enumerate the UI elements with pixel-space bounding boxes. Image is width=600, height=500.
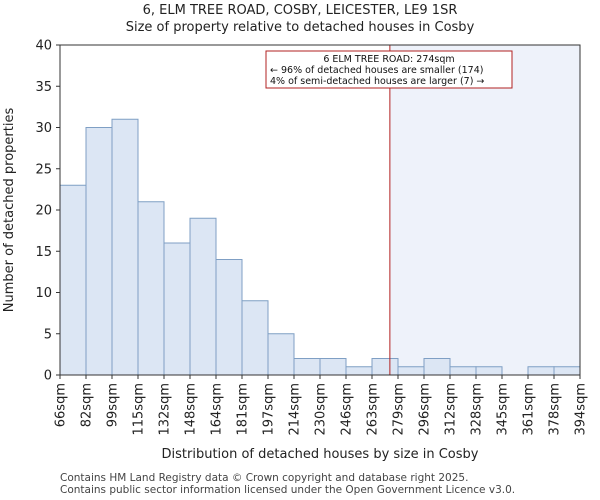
x-axis-ticks: 66sqm 82sqm 99sqm 115sqm 132sqm 148sqm 164sqm 1… (54, 375, 589, 436)
x-tick-label: 263sqm (366, 383, 381, 436)
x-tick-label: 181sqm (236, 383, 251, 436)
x-tick-label: 148sqm (184, 383, 199, 436)
x-axis-label: Distribution of detached houses by size … (162, 447, 479, 462)
bar-312sqm (449, 366, 477, 376)
x-tick-label: 378sqm (548, 383, 563, 436)
x-tick-label: 345sqm (496, 383, 511, 436)
annotation-smaller: ← 96% of detached houses are smaller (17… (270, 65, 483, 76)
bar-246sqm (345, 366, 373, 376)
bar-115sqm (137, 201, 165, 376)
annotation-title: 6 ELM TREE ROAD: 274sqm (323, 54, 454, 65)
footer-copyright: Contains HM Land Registry data © Crown c… (60, 472, 469, 484)
bar-group (59, 118, 581, 376)
footer-licence: Contains public sector information licen… (60, 484, 516, 496)
bar-214sqm (293, 358, 321, 376)
x-tick-label: 82sqm (80, 383, 95, 427)
y-tick-label: 40 (35, 39, 52, 54)
y-axis-label: Number of detached properties (2, 108, 17, 313)
chart-title-line1: 6, ELM TREE ROAD, COSBY, LEICESTER, LE9 … (142, 3, 458, 18)
x-tick-label: 214sqm (288, 383, 303, 436)
annotation-box: 6 ELM TREE ROAD: 274sqm← 96% of detached… (265, 50, 513, 89)
x-tick-label: 312sqm (444, 383, 459, 436)
x-tick-label: 361sqm (522, 383, 537, 436)
y-tick-label: 30 (35, 121, 52, 136)
y-tick-label: 20 (35, 204, 52, 219)
x-tick-label: 246sqm (340, 383, 355, 436)
bar-164sqm (215, 259, 243, 376)
y-tick-label: 15 (35, 245, 52, 260)
bar-181sqm (241, 300, 269, 376)
x-tick-label: 394sqm (574, 383, 589, 436)
y-axis-ticks: 0 5 10 15 20 25 30 35 40 (35, 39, 60, 384)
bar-263sqm (371, 358, 399, 376)
x-tick-label: 328sqm (470, 383, 485, 436)
y-tick-label: 10 (35, 286, 52, 301)
x-tick-label: 132sqm (158, 383, 173, 436)
y-tick-label: 5 (44, 327, 52, 342)
bar-99sqm (111, 118, 139, 376)
x-tick-label: 230sqm (314, 383, 329, 436)
bar-132sqm (163, 242, 191, 376)
bar-279sqm (397, 366, 425, 376)
bar-328sqm (475, 366, 503, 376)
y-tick-label: 25 (35, 162, 52, 177)
bar-361sqm (527, 366, 555, 376)
x-tick-label: 66sqm (54, 383, 69, 427)
chart-title-line2: Size of property relative to detached ho… (125, 20, 475, 35)
annotation-frame (265, 50, 513, 89)
bar-148sqm (189, 217, 217, 376)
bar-296sqm (423, 358, 451, 376)
x-tick-label: 279sqm (392, 383, 407, 436)
bar-197sqm (267, 333, 295, 376)
bar-82sqm (85, 127, 113, 376)
annotation-larger: 4% of semi-detached houses are larger (7… (270, 76, 484, 87)
y-tick-label: 35 (35, 80, 52, 95)
bar-230sqm (319, 358, 347, 376)
x-tick-label: 99sqm (106, 383, 121, 427)
bar-378sqm (553, 366, 581, 376)
x-tick-label: 296sqm (418, 383, 433, 436)
x-tick-label: 197sqm (262, 383, 277, 436)
x-tick-label: 115sqm (132, 383, 147, 436)
bar-66sqm (59, 184, 87, 376)
x-tick-label: 164sqm (210, 383, 225, 436)
larger-than-property-region (389, 45, 580, 375)
y-tick-label: 0 (44, 369, 52, 384)
